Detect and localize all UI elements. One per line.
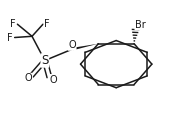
Text: Br: Br	[135, 20, 146, 30]
Text: F: F	[44, 19, 50, 29]
Text: F: F	[10, 19, 16, 29]
Text: O: O	[49, 75, 57, 85]
Text: O: O	[25, 73, 32, 83]
Text: O: O	[68, 40, 76, 50]
Text: S: S	[41, 54, 48, 67]
Polygon shape	[72, 44, 98, 50]
Text: F: F	[7, 33, 13, 42]
